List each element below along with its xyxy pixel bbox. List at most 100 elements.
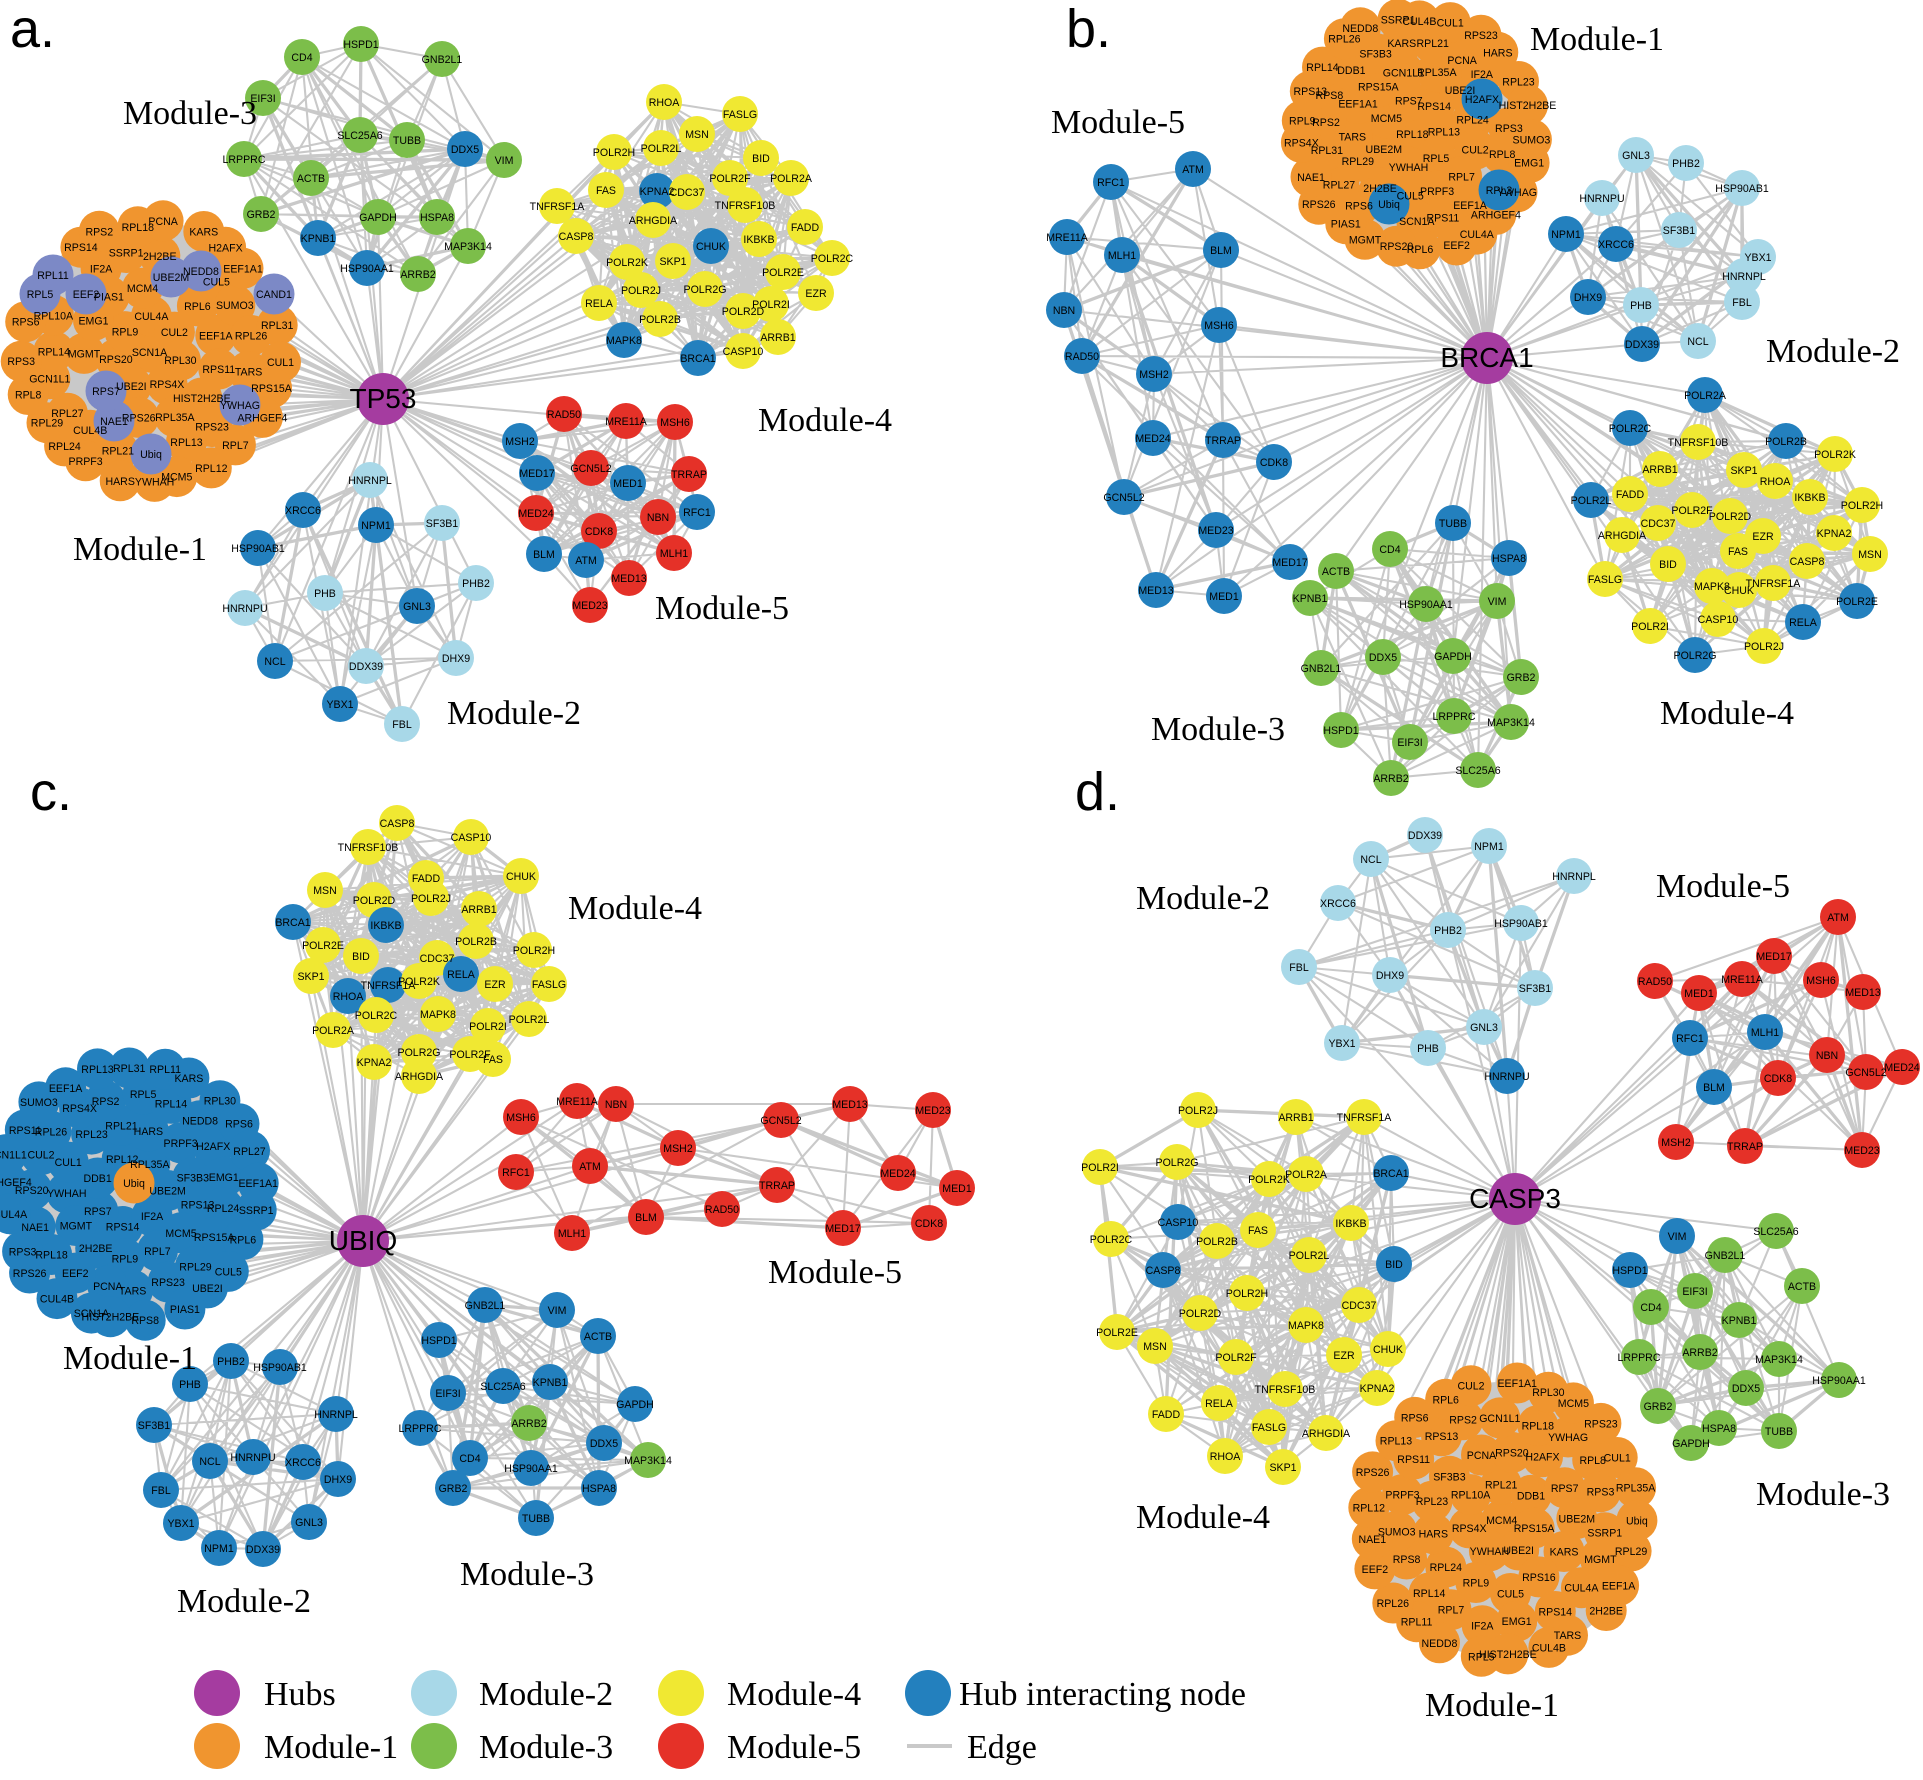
svg-text:VIM: VIM bbox=[548, 1305, 567, 1317]
svg-text:CDC37: CDC37 bbox=[1641, 518, 1676, 530]
svg-text:POLR2E: POLR2E bbox=[1836, 596, 1878, 608]
svg-text:UBIQ: UBIQ bbox=[329, 1225, 397, 1256]
svg-text:HNRNPU: HNRNPU bbox=[230, 1452, 275, 1464]
svg-text:RPL35A: RPL35A bbox=[1616, 1483, 1656, 1495]
svg-text:RPL29: RPL29 bbox=[179, 1262, 211, 1274]
svg-text:MSN: MSN bbox=[1143, 1341, 1167, 1353]
svg-text:RAD50: RAD50 bbox=[1065, 351, 1099, 363]
svg-text:CASP10: CASP10 bbox=[723, 346, 764, 358]
svg-text:RPL14: RPL14 bbox=[38, 346, 70, 358]
svg-text:Module-3: Module-3 bbox=[460, 1556, 594, 1593]
svg-text:MED24: MED24 bbox=[1135, 433, 1170, 445]
svg-text:POLR2D: POLR2D bbox=[1179, 1308, 1222, 1320]
svg-text:POLR2A: POLR2A bbox=[1684, 390, 1727, 402]
svg-text:EMG1: EMG1 bbox=[1502, 1616, 1532, 1628]
svg-text:ARHGDIA: ARHGDIA bbox=[1302, 1428, 1351, 1440]
svg-text:CUL5: CUL5 bbox=[215, 1266, 242, 1278]
svg-text:HSPA8: HSPA8 bbox=[1702, 1423, 1736, 1435]
svg-text:RFC1: RFC1 bbox=[1097, 177, 1125, 189]
svg-text:RPS23: RPS23 bbox=[151, 1277, 185, 1289]
svg-text:EEF2: EEF2 bbox=[62, 1268, 89, 1280]
svg-text:MSH2: MSH2 bbox=[1661, 1137, 1691, 1149]
svg-text:RPL7: RPL7 bbox=[1438, 1605, 1465, 1617]
svg-text:GCN1L1: GCN1L1 bbox=[1479, 1413, 1520, 1425]
svg-text:CUL2: CUL2 bbox=[1457, 1381, 1484, 1393]
svg-text:POLR2C: POLR2C bbox=[1090, 1234, 1133, 1246]
svg-text:DDB1: DDB1 bbox=[1517, 1490, 1545, 1502]
svg-text:RELA: RELA bbox=[447, 969, 476, 981]
svg-text:CHUK: CHUK bbox=[506, 871, 536, 883]
svg-text:RPL5: RPL5 bbox=[27, 289, 54, 301]
svg-text:RPS4X: RPS4X bbox=[1284, 137, 1319, 149]
svg-text:Module-4: Module-4 bbox=[1660, 695, 1794, 732]
svg-text:HIST2H2BE: HIST2H2BE bbox=[173, 393, 231, 405]
svg-text:POLR2B: POLR2B bbox=[455, 936, 497, 948]
svg-text:PIAS1: PIAS1 bbox=[1331, 219, 1361, 231]
svg-text:BRCA1: BRCA1 bbox=[1440, 342, 1533, 373]
svg-text:MAP3K14: MAP3K14 bbox=[444, 241, 492, 253]
svg-text:FASLG: FASLG bbox=[723, 109, 757, 121]
svg-text:POLR2D: POLR2D bbox=[353, 895, 396, 907]
svg-text:SKP1: SKP1 bbox=[1730, 465, 1757, 477]
svg-text:NPM1: NPM1 bbox=[1474, 841, 1504, 853]
svg-text:SKP1: SKP1 bbox=[1269, 1462, 1296, 1474]
svg-text:RFC1: RFC1 bbox=[502, 1167, 530, 1179]
svg-text:RELA: RELA bbox=[585, 298, 614, 310]
svg-text:H2AFX: H2AFX bbox=[196, 1141, 230, 1153]
svg-text:RPS4X: RPS4X bbox=[62, 1103, 97, 1115]
svg-text:BLM: BLM bbox=[1703, 1082, 1725, 1094]
svg-text:RPL24: RPL24 bbox=[1456, 115, 1488, 127]
svg-text:PHB: PHB bbox=[1417, 1043, 1439, 1055]
svg-text:CUL4B: CUL4B bbox=[1532, 1642, 1566, 1654]
svg-text:CD4: CD4 bbox=[1379, 544, 1400, 556]
svg-text:MCM4: MCM4 bbox=[127, 283, 158, 295]
svg-text:MGMT: MGMT bbox=[60, 1221, 93, 1233]
svg-text:PHB: PHB bbox=[179, 1379, 201, 1391]
svg-text:KARS: KARS bbox=[1387, 38, 1416, 50]
svg-text:POLR2J: POLR2J bbox=[411, 893, 451, 905]
svg-text:CDC37: CDC37 bbox=[420, 953, 455, 965]
svg-text:DDX39: DDX39 bbox=[246, 1544, 280, 1556]
svg-text:ATM: ATM bbox=[1827, 912, 1849, 924]
svg-text:PRPF3: PRPF3 bbox=[164, 1138, 198, 1150]
svg-text:HNRNPL: HNRNPL bbox=[1722, 271, 1766, 283]
svg-text:EEF2: EEF2 bbox=[1362, 1564, 1389, 1576]
svg-text:NBN: NBN bbox=[605, 1099, 627, 1111]
svg-text:DHX9: DHX9 bbox=[1574, 292, 1602, 304]
svg-text:UBE2M: UBE2M bbox=[1559, 1514, 1596, 1526]
svg-text:POLR2G: POLR2G bbox=[1674, 650, 1717, 662]
svg-text:XRCC6: XRCC6 bbox=[285, 505, 321, 517]
svg-text:CUL1: CUL1 bbox=[1604, 1453, 1631, 1465]
svg-text:RPS4X: RPS4X bbox=[1452, 1523, 1487, 1535]
svg-text:POLR2F: POLR2F bbox=[1671, 505, 1713, 517]
svg-text:RPS26: RPS26 bbox=[1302, 199, 1336, 211]
svg-text:HARS: HARS bbox=[1483, 47, 1512, 59]
svg-text:RPS2: RPS2 bbox=[92, 1096, 120, 1108]
svg-text:EZR: EZR bbox=[1333, 1350, 1355, 1362]
svg-text:HSPD1: HSPD1 bbox=[1323, 725, 1358, 737]
svg-text:RPL8: RPL8 bbox=[15, 390, 42, 402]
svg-text:Module-5: Module-5 bbox=[768, 1254, 902, 1291]
svg-text:UBE2I: UBE2I bbox=[1445, 85, 1476, 97]
svg-text:CDK8: CDK8 bbox=[915, 1218, 943, 1230]
svg-text:RPS14: RPS14 bbox=[64, 242, 98, 254]
svg-text:ARHGEF4: ARHGEF4 bbox=[1471, 209, 1521, 221]
svg-text:HSPD1: HSPD1 bbox=[1612, 1265, 1647, 1277]
svg-text:TARS: TARS bbox=[1339, 132, 1366, 144]
svg-text:RPL5: RPL5 bbox=[130, 1089, 157, 1101]
svg-text:RPL31: RPL31 bbox=[1311, 145, 1343, 157]
svg-text:ARHGDIA: ARHGDIA bbox=[1598, 530, 1647, 542]
svg-text:POLR2B: POLR2B bbox=[1196, 1236, 1238, 1248]
svg-text:ARRB2: ARRB2 bbox=[400, 269, 435, 281]
svg-text:RHOA: RHOA bbox=[1760, 476, 1792, 488]
svg-text:LRPPRC: LRPPRC bbox=[223, 154, 266, 166]
svg-text:CDC37: CDC37 bbox=[1342, 1300, 1377, 1312]
svg-text:RPL11: RPL11 bbox=[149, 1064, 181, 1076]
svg-text:POLR2E: POLR2E bbox=[302, 940, 344, 952]
svg-text:CASP8: CASP8 bbox=[380, 818, 415, 830]
svg-text:2H2BE: 2H2BE bbox=[1363, 183, 1397, 195]
svg-text:RPL7: RPL7 bbox=[144, 1246, 171, 1258]
svg-text:RPS11: RPS11 bbox=[1397, 1454, 1430, 1466]
svg-text:CUL4A: CUL4A bbox=[1460, 229, 1495, 241]
svg-text:EIF3I: EIF3I bbox=[1397, 737, 1422, 749]
